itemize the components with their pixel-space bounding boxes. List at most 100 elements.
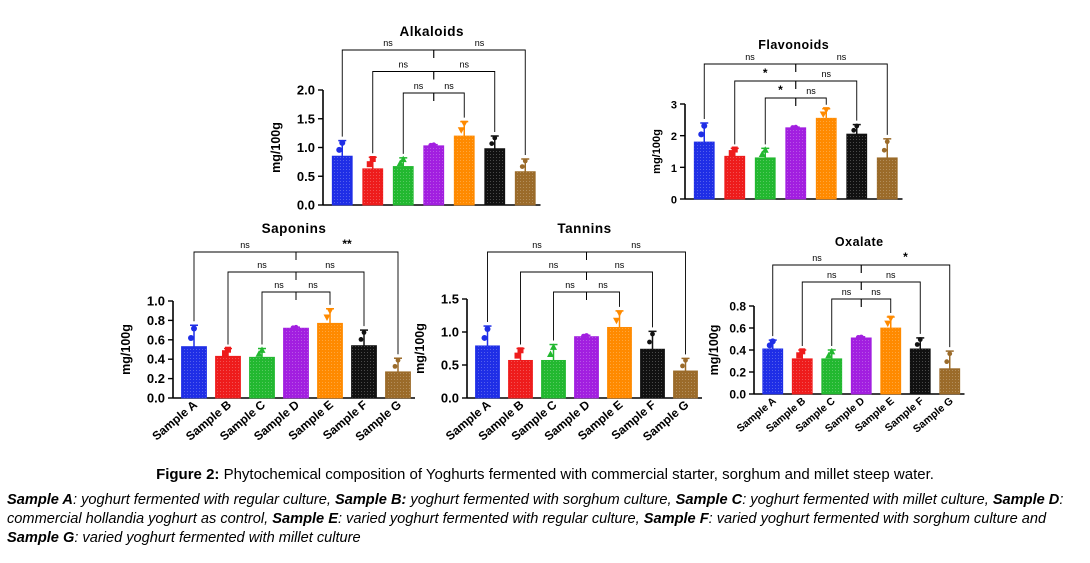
y-tick-label: 0.0: [729, 388, 746, 402]
legend-name-e: Sample E: [272, 511, 338, 527]
comparison-bracket: [433, 49, 526, 155]
bar-a: [181, 346, 207, 399]
y-tick-label: 2.0: [297, 83, 315, 98]
bar-a: [475, 345, 500, 399]
y-tick-label: 0.4: [729, 344, 746, 358]
significance-label: *: [903, 250, 908, 264]
significance-label: ns: [308, 280, 318, 290]
bar-c: [392, 166, 414, 206]
significance-label: ns: [549, 260, 559, 270]
comparison-bracket: [553, 291, 587, 341]
significance-label: ns: [886, 270, 896, 280]
data-point: [825, 351, 833, 359]
comparison-bracket: [795, 80, 858, 121]
legend-desc-a: : yoghurt fermented with regular culture…: [72, 492, 335, 508]
bar-d: [423, 145, 445, 206]
bar-g: [876, 157, 898, 200]
y-tick-label: 2: [671, 131, 677, 143]
data-point: [799, 348, 806, 355]
chart-title: Saponins: [262, 221, 327, 236]
significance-label: ns: [806, 86, 816, 96]
comparison-bracket: [586, 271, 653, 328]
data-point: [766, 342, 773, 349]
significance-label: **: [342, 237, 352, 251]
comparison-bracket: [586, 251, 686, 355]
significance-label: ns: [842, 287, 852, 297]
comparison-bracket: [795, 97, 827, 106]
data-point: [854, 123, 860, 129]
bar-b: [215, 355, 241, 399]
bar-g: [514, 171, 536, 206]
figure-caption: Figure 2: Phytochemical composition of Y…: [0, 466, 1090, 483]
significance-label: ns: [532, 240, 542, 250]
significance-label: ns: [812, 253, 822, 263]
data-point: [339, 139, 346, 146]
legend-name-g: Sample G: [7, 530, 75, 546]
y-tick-label: 0.0: [441, 391, 459, 406]
y-tick-label: 1: [671, 163, 677, 175]
y-tick-label: 1.0: [147, 294, 165, 309]
data-point: [358, 337, 364, 342]
y-tick-label: 0.5: [297, 169, 315, 184]
bar-c: [541, 359, 566, 399]
data-point: [822, 107, 830, 114]
chart-title: Flavonoids: [758, 38, 829, 52]
significance-label: ns: [821, 69, 831, 79]
legend-desc-f: : varied yoghurt fermented with sorghum …: [708, 511, 1047, 527]
bar-d: [785, 127, 807, 200]
data-point: [550, 343, 557, 350]
significance-label: ns: [459, 60, 469, 70]
data-point: [887, 315, 895, 323]
legend-desc-b: yoghurt fermented with sorghum culture,: [406, 492, 676, 508]
y-tick-label: 0.2: [729, 366, 746, 380]
bar-a: [331, 155, 353, 206]
y-tick-label: 0.6: [147, 332, 165, 347]
y-tick-label: 0.6: [729, 322, 746, 336]
y-tick-label: 0.5: [441, 358, 459, 373]
significance-label: ns: [240, 240, 250, 250]
data-point: [884, 139, 890, 145]
significance-label: ns: [414, 81, 424, 91]
y-axis-label: mg/100g: [119, 324, 133, 375]
comparison-bracket: [586, 291, 620, 307]
bar-a: [693, 141, 715, 200]
bar-f: [640, 348, 665, 399]
legend-name-c: Sample C: [675, 492, 743, 508]
data-point: [547, 350, 554, 358]
bar-f: [846, 133, 868, 200]
comparison-bracket: [295, 271, 365, 327]
data-point: [914, 342, 920, 347]
significance-label: ns: [745, 52, 755, 62]
bar-f: [351, 345, 377, 399]
legend-name-b: Sample B:: [334, 492, 407, 508]
y-tick-label: 1.5: [297, 111, 315, 126]
data-point: [796, 352, 803, 359]
bar-b: [362, 168, 384, 206]
significance-label: *: [763, 66, 768, 80]
data-point: [255, 350, 263, 357]
legend-name-d: Sample D: [992, 492, 1060, 508]
data-point: [728, 150, 735, 157]
legend-desc-d: : commercial hollandia yoghurt as contro…: [7, 492, 1064, 527]
y-tick-label: 3: [671, 100, 677, 112]
y-tick-label: 0.2: [147, 371, 165, 386]
significance-label: ns: [631, 240, 641, 250]
chart-alkaloids: Alkaloids 0.0 0.5 1.0 1.5 2.0 mg/100g ns ns ns ns n…: [269, 24, 541, 213]
data-point: [761, 146, 769, 153]
significance-label: ns: [444, 81, 454, 91]
data-point: [492, 135, 498, 141]
bar-b: [724, 155, 746, 200]
data-point: [361, 330, 367, 335]
data-point: [225, 346, 231, 353]
significance-label: ns: [837, 52, 847, 62]
bar-b: [791, 358, 813, 395]
significance-label: ns: [257, 260, 267, 270]
significance-label: ns: [598, 280, 608, 290]
chart-title: Alkaloids: [399, 24, 464, 39]
data-point: [701, 122, 708, 129]
y-tick-label: 0.8: [729, 300, 746, 314]
data-point: [917, 337, 923, 342]
bar-e: [453, 135, 475, 206]
